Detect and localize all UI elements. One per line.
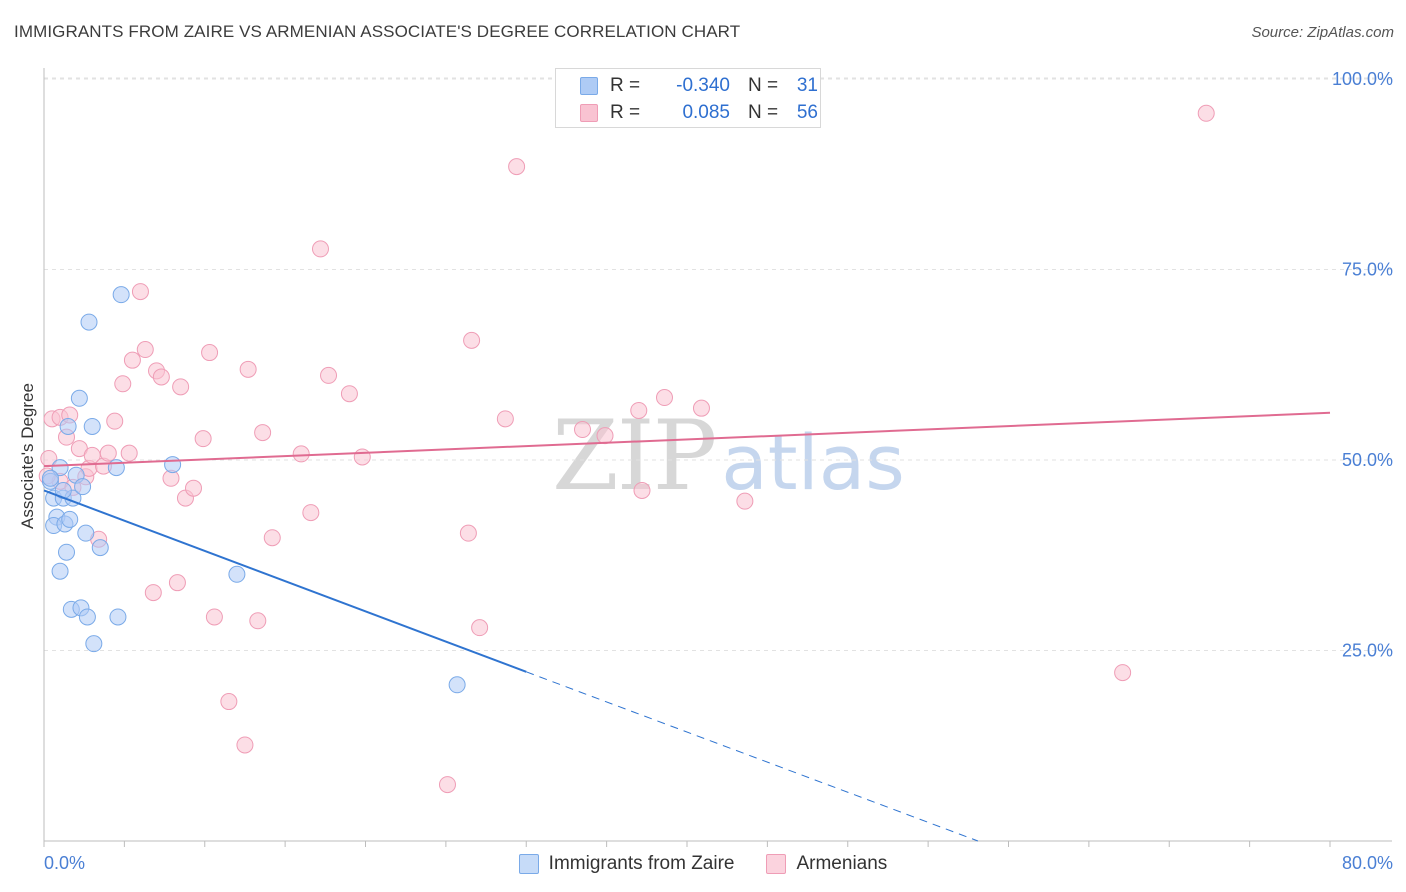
data-point-armenians [254, 424, 272, 442]
data-point-armenians [302, 504, 320, 522]
data-point-armenians [106, 412, 124, 430]
data-point-armenians [692, 399, 710, 417]
legend-swatch-zaire [580, 77, 598, 95]
data-point-armenians [596, 427, 614, 445]
data-point-armenians [99, 444, 117, 462]
data-point-zaire [164, 456, 182, 474]
chart-title: IMMIGRANTS FROM ZAIRE VS ARMENIAN ASSOCI… [14, 22, 741, 41]
n-value: 31 [796, 75, 818, 96]
data-point-zaire [228, 565, 246, 583]
n-label: N = [748, 102, 779, 123]
data-point-armenians [114, 375, 132, 393]
stats-legend: R = -0.340 N = 31 R = 0.085 N = 56 [555, 68, 821, 128]
legend-label-zaire: Immigrants from Zaire [548, 853, 735, 874]
r-value: -0.340 [676, 75, 730, 96]
data-point-armenians [194, 430, 212, 448]
legend-swatch-armenians [766, 854, 787, 874]
data-point-zaire [51, 459, 69, 477]
data-point-armenians [205, 608, 223, 626]
x-tick-label: 0.0% [44, 853, 85, 873]
series-legend: Immigrants from Zaire Armenians [0, 851, 1406, 877]
stats-legend-row-zaire: R = -0.340 N = 31 [580, 75, 818, 97]
data-point-zaire [59, 417, 77, 435]
data-point-armenians [152, 368, 170, 386]
data-point-zaire [80, 313, 98, 331]
legend-item-zaire[interactable]: Immigrants from Zaire [518, 853, 735, 875]
data-point-zaire [74, 478, 92, 496]
data-point-armenians [508, 158, 526, 176]
data-point-zaire [448, 676, 466, 694]
legend-label-armenians: Armenians [796, 853, 888, 874]
data-point-armenians [320, 366, 338, 384]
data-point-armenians [239, 360, 257, 378]
data-point-zaire [77, 524, 95, 542]
x-tick-label: 80.0% [1342, 853, 1393, 873]
n-label: N = [748, 75, 779, 96]
data-point-armenians [340, 385, 358, 403]
data-point-armenians [263, 529, 281, 547]
data-point-armenians [353, 448, 371, 466]
data-point-zaire [41, 469, 59, 487]
data-point-armenians [123, 351, 141, 369]
y-tick-label: 25.0% [1342, 641, 1393, 661]
data-point-armenians [201, 344, 219, 362]
data-point-armenians [630, 401, 648, 419]
data-point-armenians [633, 481, 651, 499]
data-point-armenians [459, 524, 477, 542]
data-point-armenians [172, 378, 190, 396]
data-point-armenians [184, 479, 202, 497]
data-point-armenians [471, 619, 489, 637]
r-value: 0.085 [682, 102, 730, 123]
data-point-zaire [58, 543, 76, 561]
data-point-armenians [168, 574, 186, 592]
watermark-atlas: atlas [721, 418, 905, 507]
data-point-armenians [131, 283, 149, 301]
data-point-zaire [91, 539, 109, 557]
source-credit: Source: ZipAtlas.com [1251, 24, 1394, 41]
y-axis-title: Associate's Degree [18, 383, 37, 529]
data-point-armenians [1114, 664, 1132, 682]
data-point-armenians [220, 693, 238, 711]
data-point-armenians [496, 410, 514, 428]
n-value: 56 [796, 102, 818, 123]
legend-swatch-zaire [518, 854, 539, 874]
data-point-armenians [736, 492, 754, 510]
data-point-zaire [112, 286, 130, 304]
data-point-armenians [292, 445, 310, 463]
legend-swatch-armenians [580, 104, 598, 122]
trend-line-armenians [43, 411, 1331, 468]
data-point-zaire [109, 608, 127, 626]
r-label: R = [610, 75, 641, 96]
data-point-armenians [144, 584, 162, 602]
data-point-zaire [61, 510, 79, 528]
stats-legend-row-armenians: R = 0.085 N = 56 [580, 102, 818, 124]
data-point-zaire [51, 562, 69, 580]
data-point-armenians [1197, 104, 1215, 122]
data-point-zaire [83, 417, 101, 435]
trend-line-zaire [43, 489, 527, 673]
data-point-armenians [120, 444, 138, 462]
data-point-armenians [136, 341, 154, 359]
data-point-armenians [574, 421, 592, 439]
y-tick-label: 50.0% [1342, 450, 1393, 470]
legend-item-armenians[interactable]: Armenians [766, 853, 887, 875]
trend-line-zaire-extrapolated [526, 671, 979, 842]
data-point-armenians [236, 736, 254, 754]
y-tick-label: 100.0% [1332, 69, 1393, 89]
data-point-armenians [249, 612, 267, 630]
data-point-armenians [463, 331, 481, 349]
y-tick-label: 75.0% [1342, 260, 1393, 280]
data-point-zaire [78, 608, 96, 626]
data-point-zaire [85, 635, 103, 653]
data-point-zaire [70, 389, 88, 407]
data-point-armenians [438, 776, 456, 794]
r-label: R = [610, 102, 641, 123]
data-point-armenians [655, 389, 673, 407]
data-point-armenians [311, 240, 329, 258]
